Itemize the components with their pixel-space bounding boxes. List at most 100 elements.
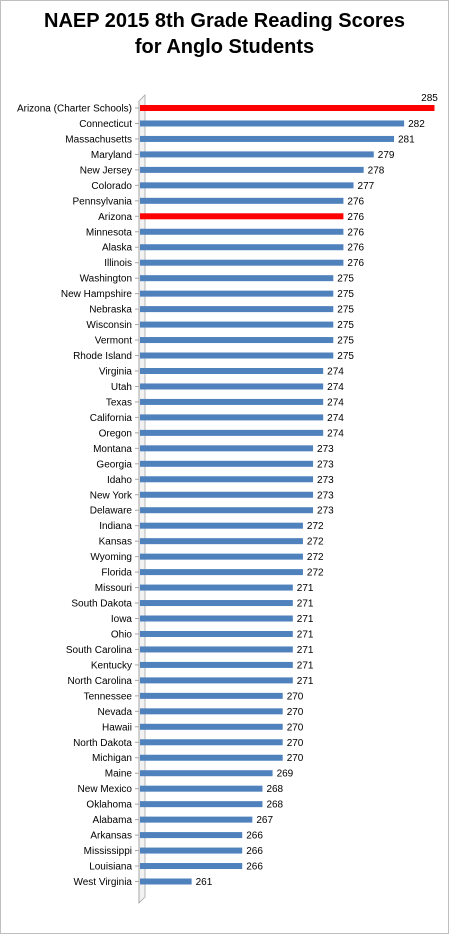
category-label: Massachusetts <box>65 134 132 145</box>
category-label: Alabama <box>93 815 133 826</box>
data-label: 274 <box>327 366 344 377</box>
data-label: 275 <box>337 289 354 300</box>
data-label: 278 <box>368 165 385 176</box>
bar <box>140 290 334 297</box>
bar <box>140 197 344 204</box>
category-label: Idaho <box>107 475 132 486</box>
bar <box>140 615 293 622</box>
data-label: 270 <box>287 753 304 764</box>
chart-title-line-2: for Anglo Students <box>134 36 315 58</box>
bar <box>140 692 283 699</box>
category-label: Oklahoma <box>86 800 132 811</box>
bar <box>140 151 374 158</box>
bar <box>140 661 293 668</box>
highlighted-bar <box>140 105 435 111</box>
category-label: Utah <box>111 382 132 393</box>
data-label: 268 <box>266 800 283 811</box>
bar <box>140 398 324 405</box>
category-label: North Dakota <box>73 738 132 749</box>
category-label: Hawaii <box>102 722 132 733</box>
category-label: Tennessee <box>84 691 133 702</box>
category-label: Minnesota <box>86 227 133 238</box>
chart-title-line-1: NAEP 2015 8th Grade Reading Scores <box>44 10 405 32</box>
category-label: Arizona (Charter Schools) <box>17 104 132 115</box>
category-label: Oregon <box>99 428 132 439</box>
category-label: Nevada <box>98 707 133 718</box>
data-label: 273 <box>317 506 334 517</box>
bar <box>140 708 283 715</box>
category-label: Arkansas <box>90 831 132 842</box>
data-label: 270 <box>287 738 304 749</box>
highlighted-bar <box>140 213 344 220</box>
bar <box>140 723 283 730</box>
data-label: 271 <box>297 583 314 594</box>
bar <box>140 832 243 839</box>
data-label: 266 <box>246 846 263 857</box>
bar <box>140 321 334 328</box>
bar <box>140 770 273 777</box>
category-label: Illinois <box>104 258 132 269</box>
data-label: 273 <box>317 475 334 486</box>
bar <box>140 739 283 746</box>
category-label: Wyoming <box>90 552 132 563</box>
bar <box>140 166 364 173</box>
category-label: Ohio <box>111 629 133 640</box>
data-label: 270 <box>287 691 304 702</box>
category-label: Indiana <box>99 521 132 532</box>
data-label: 270 <box>287 707 304 718</box>
category-label: Missouri <box>95 583 132 594</box>
category-label: Maryland <box>91 150 132 161</box>
data-label: 272 <box>307 521 324 532</box>
category-label: Virginia <box>99 366 133 377</box>
category-label: Nebraska <box>89 305 132 316</box>
data-label: 271 <box>297 629 314 640</box>
data-label: 281 <box>398 134 415 145</box>
bar <box>140 275 334 282</box>
data-label: 275 <box>337 274 354 285</box>
category-label: Vermont <box>95 336 132 347</box>
category-label: Alaska <box>102 243 132 254</box>
data-label: 268 <box>266 784 283 795</box>
bar <box>140 630 293 637</box>
bar <box>140 367 324 374</box>
bar <box>140 600 293 607</box>
data-label: 270 <box>287 722 304 733</box>
category-label: Georgia <box>96 459 132 470</box>
bar <box>140 414 324 421</box>
data-label: 277 <box>358 181 375 192</box>
data-label: 269 <box>277 769 294 780</box>
bar <box>140 135 395 142</box>
category-label: Arizona <box>98 212 132 223</box>
data-label: 274 <box>327 382 344 393</box>
category-label: North Carolina <box>68 676 133 687</box>
bar <box>140 584 293 591</box>
data-label: 273 <box>317 490 334 501</box>
bar <box>140 522 303 529</box>
bar <box>140 476 314 483</box>
data-label: 274 <box>327 397 344 408</box>
data-label: 275 <box>337 305 354 316</box>
category-label: Connecticut <box>79 119 132 130</box>
data-label: 271 <box>297 660 314 671</box>
category-label: Colorado <box>91 181 132 192</box>
bar <box>140 553 303 560</box>
category-label: Louisiana <box>89 862 132 873</box>
bar <box>140 352 334 359</box>
data-label: 272 <box>307 568 324 579</box>
chart-title: NAEP 2015 8th Grade Reading Scores for A… <box>0 8 449 60</box>
bar <box>140 491 314 498</box>
bar <box>140 754 283 761</box>
data-label: 272 <box>307 537 324 548</box>
category-label: Kentucky <box>91 660 132 671</box>
data-label: 276 <box>347 258 364 269</box>
category-label: West Virginia <box>73 877 132 888</box>
category-label: Texas <box>106 397 132 408</box>
category-label: California <box>90 413 133 424</box>
bar <box>140 337 334 344</box>
data-label: 275 <box>337 320 354 331</box>
data-label: 274 <box>327 413 344 424</box>
bar <box>140 646 293 653</box>
data-label: 279 <box>378 150 395 161</box>
category-label: Maine <box>105 769 133 780</box>
bar <box>140 306 334 313</box>
